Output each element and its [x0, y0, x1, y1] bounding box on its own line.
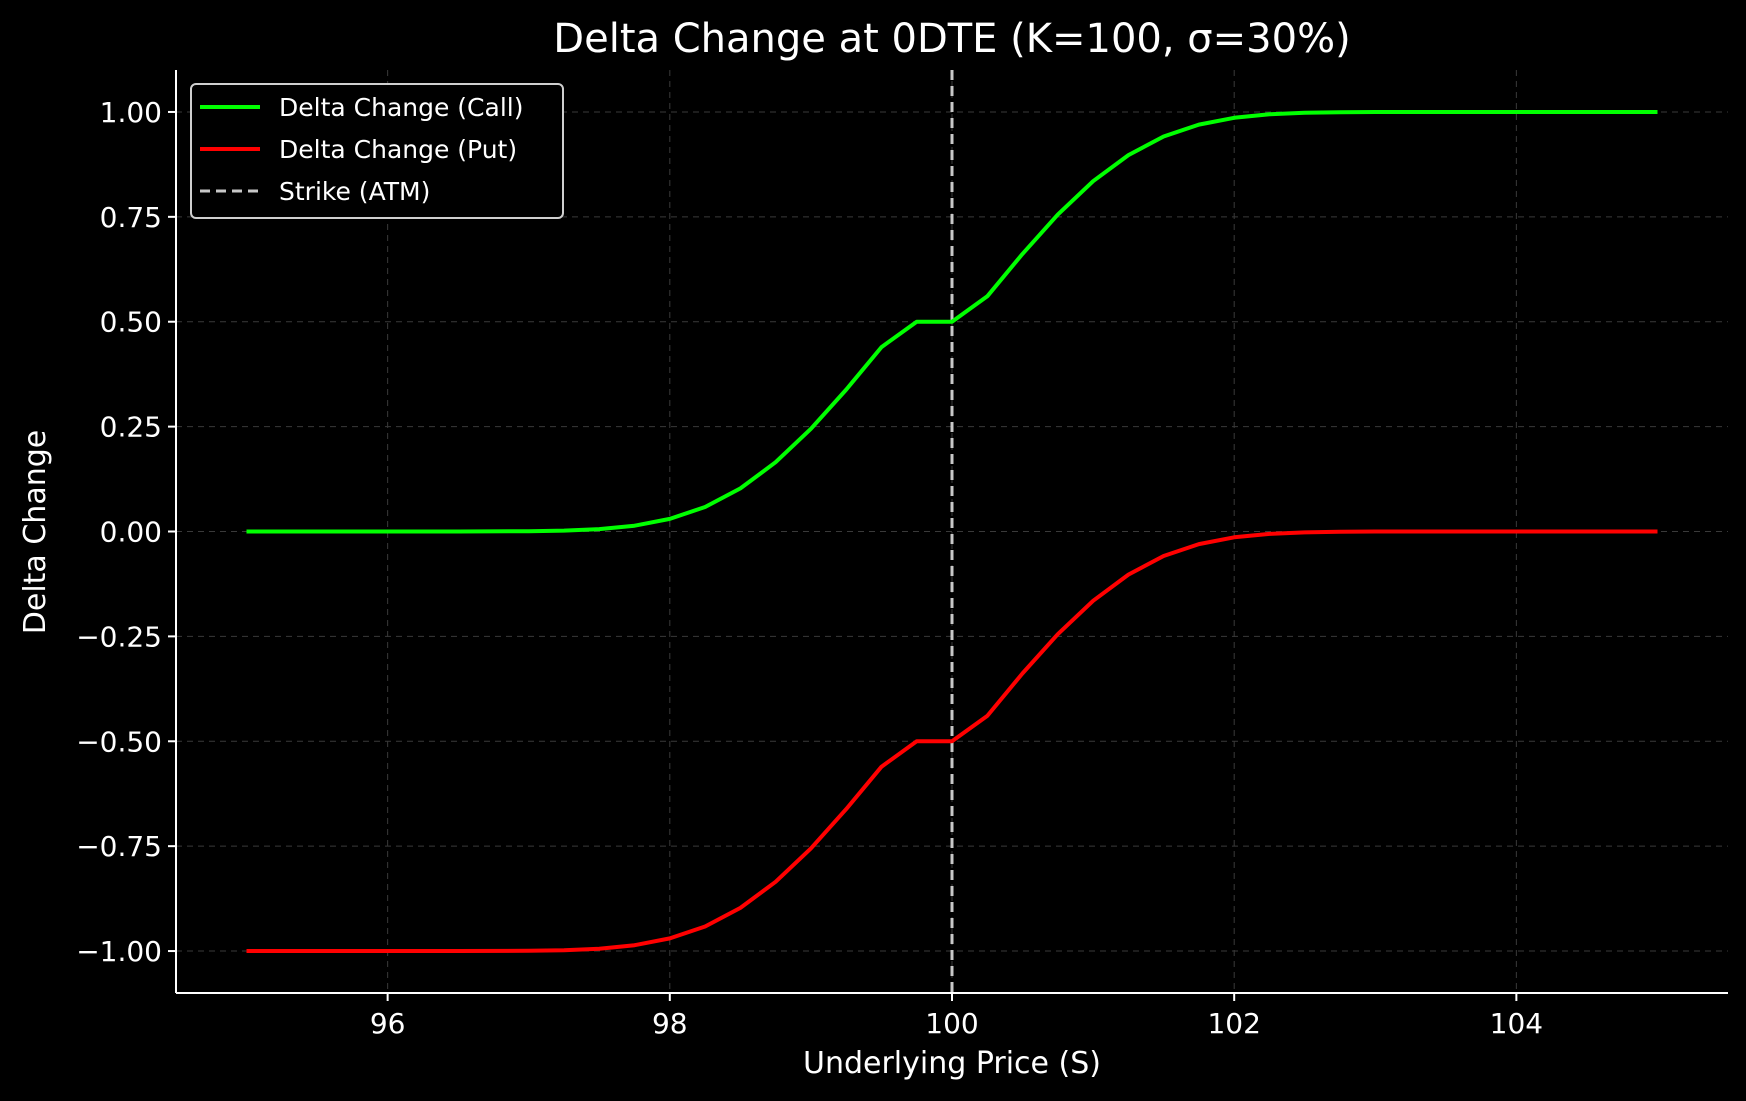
call-delta-line	[246, 110, 1658, 534]
x-tick-label: 102	[1207, 1007, 1260, 1040]
legend-label-call: Delta Change (Call)	[279, 93, 523, 122]
legend-label-put: Delta Change (Put)	[279, 135, 517, 164]
y-tick-label: −1.00	[76, 935, 162, 968]
ticks: 96 98 100 102 104 1.00 0.75 0.50 0.25 0.00 −0.25 −0…	[76, 96, 1543, 1040]
x-axis-title: Underlying Price (S)	[803, 1046, 1101, 1081]
series-layer	[246, 70, 1658, 993]
x-tick-label: 98	[652, 1007, 688, 1040]
x-tick-label: 96	[370, 1007, 406, 1040]
legend: Delta Change (Call) Delta Change (Put) S…	[190, 83, 564, 219]
legend-label-strike: Strike (ATM)	[279, 177, 430, 206]
y-tick-label: 0.75	[100, 201, 162, 234]
y-tick-label: −0.25	[76, 620, 162, 653]
y-axis-title: Delta Change	[18, 430, 53, 634]
put-delta-line	[246, 529, 1658, 953]
y-tick-label: 0.25	[100, 411, 162, 444]
chart-title: Delta Change at 0DTE (K=100, σ=30%)	[553, 16, 1350, 62]
y-tick-label: 1.00	[100, 96, 162, 129]
y-tick-label: −0.75	[76, 830, 162, 863]
x-tick-label: 104	[1490, 1007, 1543, 1040]
y-tick-label: −0.50	[76, 725, 162, 758]
x-tick-label: 100	[925, 1007, 978, 1040]
y-tick-label: 0.00	[100, 516, 162, 549]
legend-box	[190, 83, 564, 219]
y-tick-label: 0.50	[100, 306, 162, 339]
